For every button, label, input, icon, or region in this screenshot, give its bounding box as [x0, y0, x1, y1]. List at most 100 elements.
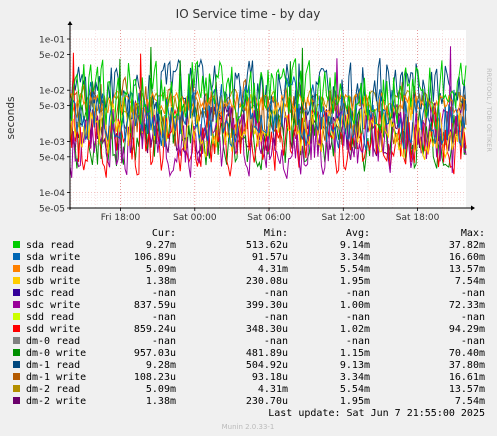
legend-column-header: Avg: — [346, 228, 370, 239]
x-tick-label: Sat 06:00 — [247, 213, 291, 223]
legend-series-name: dm-1 write — [26, 372, 86, 383]
legend-value: -nan — [346, 288, 370, 299]
y-tick-label: 5e-02 — [39, 51, 65, 61]
legend-swatch — [13, 253, 20, 260]
legend-swatch — [13, 385, 20, 392]
x-tick-label: Sat 12:00 — [322, 213, 366, 223]
series-lines — [69, 46, 467, 179]
legend-value: 13.57m — [449, 384, 485, 395]
legend-series-name: sda read — [26, 240, 74, 251]
legend-value: 13.57m — [449, 264, 485, 275]
legend-column-header: Min: — [264, 228, 288, 239]
legend-value: 7.54m — [455, 276, 485, 287]
legend-series-name: sdb read — [26, 264, 74, 275]
x-tick-label: Fri 18:00 — [101, 213, 141, 223]
legend-value: 9.27m — [146, 240, 176, 251]
munin-version: Munin 2.0.33-1 — [222, 423, 275, 431]
legend-value: -nan — [264, 288, 288, 299]
legend-value: 9.13m — [340, 360, 370, 371]
legend-column-header: Cur: — [152, 228, 176, 239]
tick-labels: 1e-01 5e-02 1e-02 5e-03 1e-03 5e-04 1e-04 5e-05… — [39, 36, 440, 223]
legend-value: 5.54m — [340, 264, 370, 275]
y-axis-arrow — [67, 21, 73, 25]
y-tick-label: 5e-04 — [39, 153, 65, 163]
legend-value: 70.40m — [449, 348, 485, 359]
legend-value: 94.29m — [449, 324, 485, 335]
legend-value: 399.30u — [246, 300, 288, 311]
legend-value: 5.09m — [146, 264, 176, 275]
y-tick-label: 1e-01 — [39, 36, 65, 46]
legend-value: 4.31m — [258, 384, 288, 395]
legend-value: 957.03u — [134, 348, 176, 359]
legend-swatch — [13, 289, 20, 296]
y-tick-label: 5e-03 — [39, 102, 65, 112]
legend-swatch — [13, 349, 20, 356]
y-tick-label: 1e-03 — [39, 138, 65, 148]
x-tick-label: Sat 00:00 — [173, 213, 217, 223]
legend-value: 16.61m — [449, 372, 485, 383]
legend-series-name: sda write — [26, 252, 80, 263]
legend-value: 106.89u — [134, 252, 176, 263]
legend-value: -nan — [346, 336, 370, 347]
legend-value: 9.28m — [146, 360, 176, 371]
legend-value: 37.80m — [449, 360, 485, 371]
legend-value: 504.92u — [246, 360, 288, 371]
legend-series-name: dm-0 read — [26, 336, 80, 347]
x-tick-label: Sat 18:00 — [396, 213, 440, 223]
legend-swatch — [13, 277, 20, 284]
axes — [67, 21, 475, 211]
legend-swatch — [13, 241, 20, 248]
legend-swatch — [13, 397, 20, 404]
legend-value: 481.89u — [246, 348, 288, 359]
legend-series-name: sdb write — [26, 276, 80, 287]
legend-value: -nan — [461, 288, 485, 299]
legend-value: -nan — [461, 312, 485, 323]
legend-series-name: sdd read — [26, 312, 74, 323]
legend-value: -nan — [152, 336, 176, 347]
series-line-sdb-read — [69, 89, 467, 117]
legend-value: 1.00m — [340, 300, 370, 311]
legend-value: 7.54m — [455, 396, 485, 407]
legend-value: 1.38m — [146, 396, 176, 407]
series-line-sda-read — [69, 58, 467, 132]
legend-value: -nan — [346, 312, 370, 323]
legend-value: 859.24u — [134, 324, 176, 335]
y-tick-label: 1e-04 — [39, 189, 65, 199]
legend-value: 4.31m — [258, 264, 288, 275]
legend-value: 230.08u — [246, 276, 288, 287]
legend-value: 91.57u — [252, 252, 288, 263]
legend-value: 1.95m — [340, 276, 370, 287]
last-update: Last update: Sat Jun 7 21:55:00 2025 — [268, 408, 485, 419]
legend-swatch — [13, 337, 20, 344]
x-axis-arrow — [471, 205, 475, 211]
legend-value: -nan — [264, 312, 288, 323]
legend-swatch — [13, 265, 20, 272]
legend-series-name: sdc read — [26, 288, 74, 299]
legend-swatch — [13, 325, 20, 332]
legend-value: 5.54m — [340, 384, 370, 395]
y-axis-label: seconds — [5, 97, 17, 140]
legend-value: 93.18u — [252, 372, 288, 383]
legend-swatch — [13, 361, 20, 368]
legend-series-name: dm-2 read — [26, 384, 80, 395]
legend-series-name: dm-2 write — [26, 396, 86, 407]
legend-value: 3.34m — [340, 252, 370, 263]
legend-value: 230.70u — [246, 396, 288, 407]
legend-swatch — [13, 301, 20, 308]
legend-swatch — [13, 373, 20, 380]
series-line-sda-write — [69, 76, 467, 151]
legend-series-name: sdc write — [26, 300, 80, 311]
legend-value: -nan — [152, 312, 176, 323]
legend-value: -nan — [152, 288, 176, 299]
rrdtool-watermark: RRDTOOL / TOBI OETIKER — [485, 68, 493, 152]
y-tick-label: 5e-05 — [39, 205, 65, 215]
legend-value: 348.30u — [246, 324, 288, 335]
legend-value: -nan — [461, 336, 485, 347]
legend-column-header: Max: — [461, 228, 485, 239]
legend-value: 9.14m — [340, 240, 370, 251]
legend: Cur: Min: Avg: Max: sda read 9.27m 513.62u 9.14… — [13, 228, 485, 407]
legend-value: 108.23u — [134, 372, 176, 383]
legend-value: -nan — [264, 336, 288, 347]
legend-value: 37.82m — [449, 240, 485, 251]
